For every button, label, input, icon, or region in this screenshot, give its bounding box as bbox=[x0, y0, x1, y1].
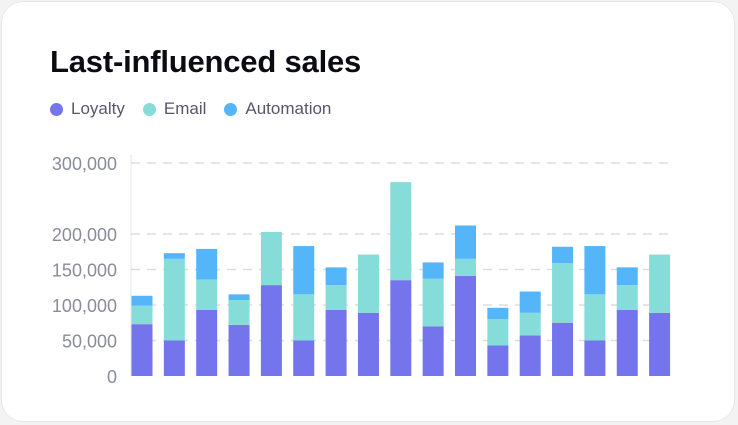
bar-segment-email bbox=[519, 312, 541, 336]
bar-segment-automation bbox=[293, 246, 315, 295]
bar-segment-email bbox=[390, 182, 412, 281]
bar-segment-automation bbox=[455, 225, 476, 259]
y-tick-label: 200,000 bbox=[52, 225, 117, 245]
legend-swatch-automation bbox=[224, 102, 238, 116]
y-tick-label: 100,000 bbox=[52, 296, 117, 316]
bar-segment-loyalty bbox=[552, 322, 574, 376]
y-tick-label: 0 bbox=[107, 367, 117, 387]
legend-item-loyalty[interactable]: Loyalty bbox=[50, 99, 125, 119]
bar-segment-email bbox=[649, 254, 671, 313]
chart-legend: Loyalty Email Automation bbox=[50, 99, 331, 119]
bar-segment-email bbox=[260, 231, 282, 286]
bar-segment-loyalty bbox=[131, 324, 153, 376]
bar-segment-loyalty bbox=[293, 340, 315, 376]
bar-segment-automation bbox=[163, 253, 185, 259]
bar-segment-automation bbox=[487, 307, 509, 320]
bar-segment-email bbox=[357, 254, 379, 313]
bar-segment-automation bbox=[196, 248, 218, 280]
bar-segment-loyalty bbox=[357, 312, 379, 376]
bar-segment-automation bbox=[519, 291, 541, 313]
bar-segment-email bbox=[196, 279, 218, 310]
bar-segment-loyalty bbox=[616, 309, 638, 376]
bar-segment-email bbox=[552, 263, 574, 323]
bar-segment-loyalty bbox=[422, 326, 444, 376]
bar-segment-loyalty bbox=[649, 312, 671, 376]
bar-segment-loyalty bbox=[228, 324, 250, 376]
y-tick-label: 150,000 bbox=[52, 261, 117, 281]
bar-segment-automation bbox=[228, 294, 250, 301]
bar-segment-loyalty bbox=[260, 285, 282, 376]
bar-segment-email bbox=[131, 305, 153, 325]
legend-item-email[interactable]: Email bbox=[142, 99, 207, 119]
legend-label-automation: Automation bbox=[245, 99, 332, 118]
bar-segment-email bbox=[325, 285, 347, 310]
bar-segment-email bbox=[163, 258, 185, 341]
bar-segment-email bbox=[487, 319, 509, 346]
bar-segment-automation bbox=[584, 246, 606, 295]
bar-segment-email bbox=[422, 278, 444, 327]
bar-segment-automation bbox=[325, 267, 347, 286]
bar-segment-loyalty bbox=[455, 275, 476, 376]
y-tick-label: 50,000 bbox=[62, 332, 117, 352]
bar-segment-loyalty bbox=[519, 335, 541, 376]
bar-segment-loyalty bbox=[487, 345, 509, 376]
bar-segment-email bbox=[616, 285, 638, 310]
bar-segment-automation bbox=[552, 246, 574, 264]
bar-segment-email bbox=[228, 300, 250, 325]
bar-segment-automation bbox=[131, 295, 153, 306]
y-tick-label: 300,000 bbox=[52, 154, 117, 174]
bar-segment-loyalty bbox=[163, 340, 185, 376]
bar-segment-automation bbox=[422, 262, 444, 279]
chart-title: Last-influenced sales bbox=[50, 44, 362, 79]
bar-segment-loyalty bbox=[196, 309, 218, 376]
legend-label-email: Email bbox=[163, 99, 207, 118]
legend-item-automation[interactable]: Automation bbox=[224, 99, 331, 119]
legend-swatch-email bbox=[142, 102, 156, 116]
bar-segment-loyalty bbox=[390, 280, 412, 376]
bar-segment-loyalty bbox=[325, 309, 347, 376]
legend-label-loyalty: Loyalty bbox=[71, 99, 125, 118]
legend-swatch-loyalty bbox=[50, 102, 63, 116]
bar-segment-email bbox=[455, 258, 476, 276]
bar-segment-loyalty bbox=[584, 340, 606, 376]
bar-segment-automation bbox=[616, 267, 638, 286]
bar-segment-email bbox=[584, 294, 606, 341]
bar-segment-email bbox=[293, 294, 315, 341]
